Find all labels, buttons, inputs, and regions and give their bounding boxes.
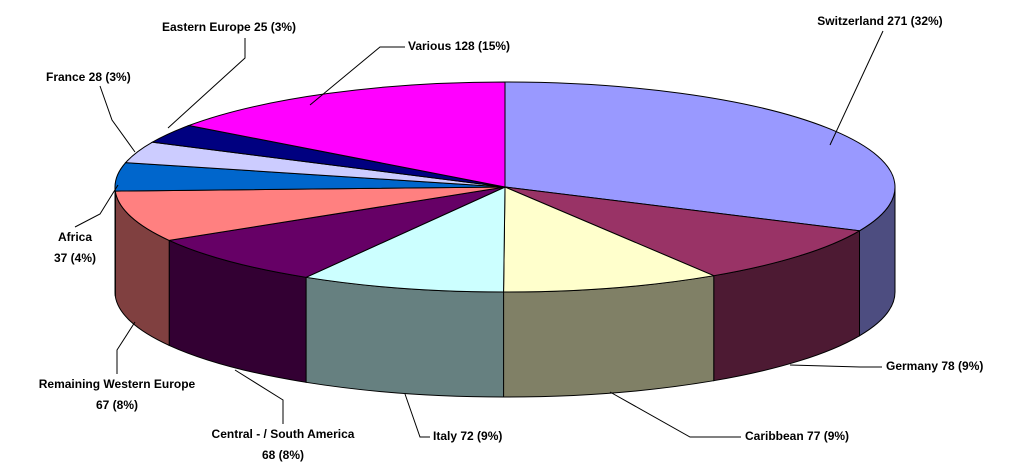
data-label: France 28 (3%) xyxy=(46,70,131,84)
pie-slice xyxy=(503,186,716,293)
leader-line xyxy=(99,85,136,153)
leader-line xyxy=(74,184,119,228)
leader-line xyxy=(829,30,884,146)
data-label: Various 128 (15%) xyxy=(408,39,510,53)
pie-slice xyxy=(187,81,506,188)
walls xyxy=(114,186,896,398)
pie-wall xyxy=(503,275,715,398)
leader-line xyxy=(116,321,136,374)
pie-slice xyxy=(504,186,862,277)
data-label: Remaining Western Europe xyxy=(39,377,196,391)
pie-slice xyxy=(304,186,506,293)
leader-line xyxy=(309,46,405,106)
data-label: Switzerland 271 (32%) xyxy=(817,14,942,28)
data-label: Italy 72 (9%) xyxy=(433,429,502,443)
leader-line xyxy=(609,391,741,438)
data-label: 67 (8%) xyxy=(96,398,138,412)
data-label: 68 (8%) xyxy=(262,448,304,462)
pie-slice xyxy=(167,186,506,278)
leader-line xyxy=(789,364,882,368)
tops xyxy=(114,81,896,293)
leader-line xyxy=(167,38,246,129)
data-label: Central - / South America xyxy=(212,427,355,441)
data-label: Caribbean 77 (9%) xyxy=(745,429,849,443)
data-label: Germany 78 (9%) xyxy=(886,359,983,373)
data-label: Eastern Europe 25 (3%) xyxy=(162,20,296,34)
pie-slice xyxy=(114,186,506,241)
data-label: Africa xyxy=(58,230,92,244)
leader-line xyxy=(234,369,284,424)
pie-wall xyxy=(305,276,505,398)
data-label: 37 (4%) xyxy=(54,251,96,265)
pie-slice xyxy=(504,81,896,232)
leader-line xyxy=(404,393,430,438)
